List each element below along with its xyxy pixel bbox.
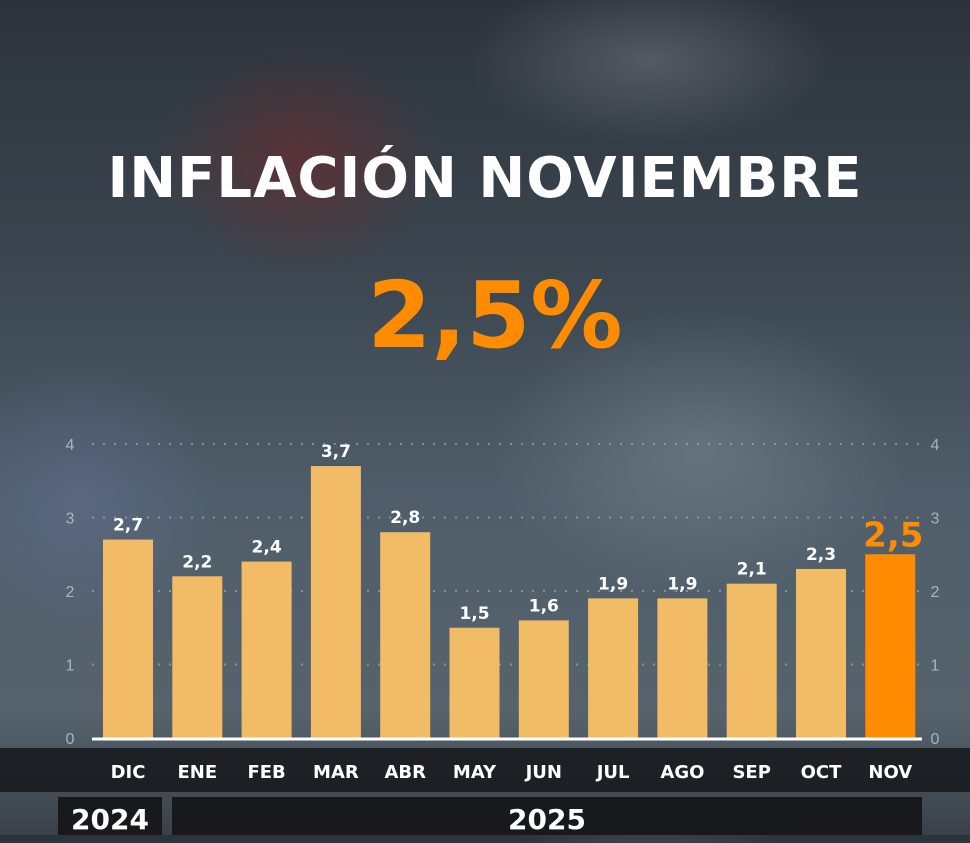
data-label: 1,6: [529, 596, 559, 616]
month-band: [0, 748, 970, 792]
y-tick-label-left: 0: [66, 731, 75, 748]
data-label: 2,3: [806, 545, 836, 565]
bar-oct: [796, 568, 846, 738]
x-tick-label: JUN: [524, 762, 562, 783]
data-label: 3,7: [321, 442, 351, 462]
data-label: 2,1: [737, 560, 767, 580]
bar-dic: [103, 539, 153, 738]
data-label: 1,9: [598, 574, 628, 594]
bar-feb: [241, 561, 292, 738]
y-tick-label-left: 2: [66, 584, 75, 601]
x-tick-label: MAR: [313, 762, 359, 783]
x-tick-label: AGO: [660, 762, 704, 783]
bar-abr: [380, 532, 431, 738]
data-label: 2,4: [252, 538, 282, 558]
headline-value: 2,5%: [367, 262, 623, 369]
bar-ago: [657, 598, 708, 738]
data-label: 1,9: [667, 574, 697, 594]
x-tick-label: NOV: [868, 762, 912, 783]
bar-mar: [310, 466, 361, 738]
year-label-2025: 2025: [172, 797, 922, 836]
y-tick-label-right: 1: [931, 658, 940, 675]
x-tick-label: JUL: [595, 762, 630, 783]
y-tick-label-right: 3: [931, 511, 940, 528]
y-tick-label-right: 4: [931, 437, 940, 454]
x-tick-label: FEB: [247, 762, 285, 783]
bar-jun: [518, 620, 569, 738]
data-label: 2,8: [390, 508, 420, 528]
y-tick-label-right: 2: [931, 584, 940, 601]
data-label: 2,5: [863, 515, 923, 555]
x-tick-label: OCT: [801, 762, 843, 783]
data-label: 2,2: [182, 552, 212, 572]
bar-may: [449, 627, 500, 738]
y-tick-label-left: 4: [66, 437, 75, 454]
x-tick-label: SEP: [732, 762, 770, 783]
year-label-2024: 2024: [58, 797, 162, 836]
x-tick-label: DIC: [111, 762, 146, 783]
x-tick-label: ABR: [384, 762, 426, 783]
y-tick-label-right: 0: [931, 731, 940, 748]
bar-sep: [726, 583, 777, 738]
bar-jul: [588, 598, 639, 738]
y-tick-label-left: 3: [66, 511, 75, 528]
x-tick-label: ENE: [177, 762, 217, 783]
data-label: 1,5: [459, 604, 489, 624]
y-tick-label-left: 1: [66, 658, 75, 675]
data-label: 2,7: [113, 516, 143, 536]
x-tick-label: MAY: [453, 762, 497, 783]
page-title: INFLACIÓN NOVIEMBRE: [107, 146, 863, 211]
bar-ene: [172, 576, 223, 738]
bar-nov: [865, 554, 916, 738]
